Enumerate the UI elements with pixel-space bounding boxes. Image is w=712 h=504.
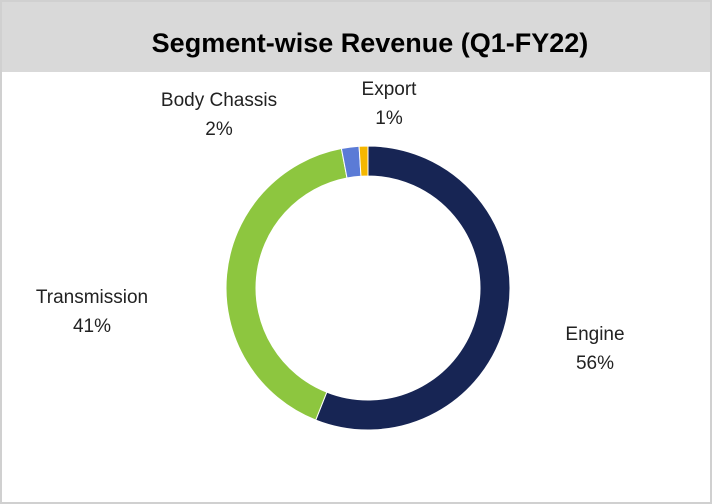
value-label: 41% [73, 316, 111, 337]
category-label: Body Chassis [161, 90, 277, 111]
value-label: 56% [576, 353, 614, 374]
category-label: Export [362, 79, 418, 100]
chart-title: Segment-wise Revenue (Q1-FY22) [152, 28, 589, 58]
donut-segment [358, 145, 369, 177]
category-label: Transmission [36, 287, 148, 308]
donut-segment [315, 145, 511, 431]
title-band [2, 2, 710, 72]
category-label: Engine [565, 324, 624, 345]
value-label: 2% [205, 119, 233, 140]
value-label: 1% [375, 108, 403, 129]
